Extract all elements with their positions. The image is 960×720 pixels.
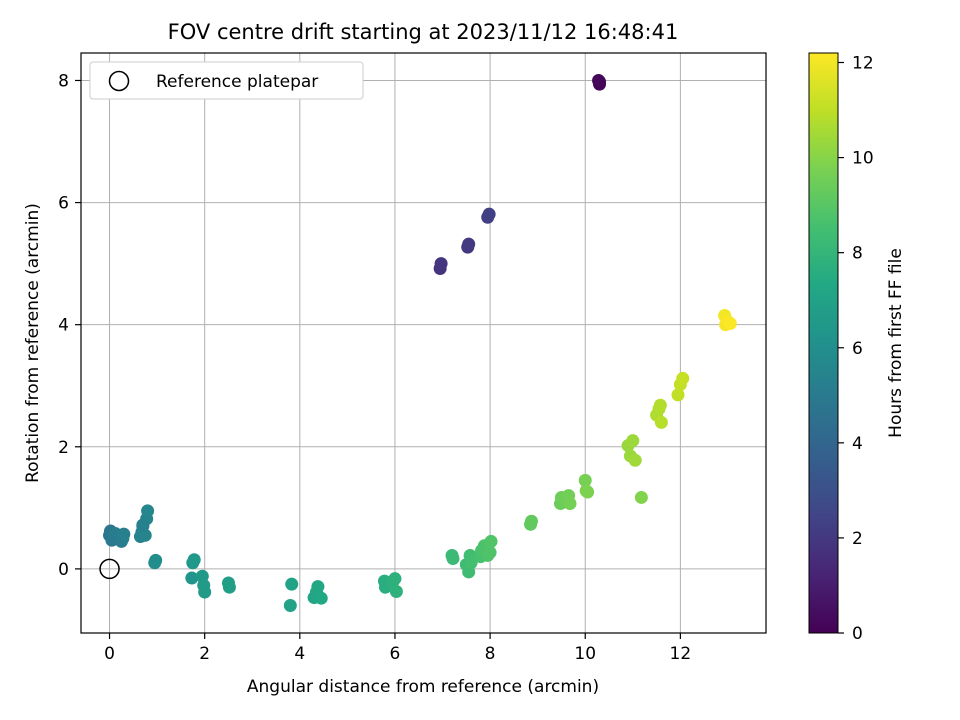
data-point <box>628 453 642 467</box>
x-axis-label: Angular distance from reference (arcmin) <box>247 677 599 697</box>
legend: Reference platepar <box>89 61 364 100</box>
data-point <box>462 237 476 251</box>
colorbar-gradient <box>808 52 839 634</box>
colorbar-tick-label: 10 <box>852 149 874 169</box>
legend-marker <box>108 70 130 92</box>
colorbar-tick-label: 6 <box>852 339 863 359</box>
y-axis-ticks: 0 2 4 6 8 <box>58 71 81 580</box>
x-tick-label: 2 <box>199 644 210 664</box>
colorbar-tick-label: 12 <box>852 54 874 74</box>
data-point <box>483 545 497 559</box>
data-point <box>654 415 668 429</box>
data-point <box>222 580 236 594</box>
legend-entry: Reference platepar <box>156 72 318 92</box>
colorbar-tick-label: 0 <box>852 624 863 644</box>
data-point <box>138 528 152 542</box>
y-tick-label: 8 <box>58 71 69 91</box>
colorbar-label: Hours from first FF file <box>886 248 906 438</box>
y-tick-label: 4 <box>58 316 69 336</box>
reference-platepar-marker <box>99 558 120 580</box>
data-point <box>671 388 685 402</box>
colorbar: 0 2 4 6 8 10 12 Hours from first FF file <box>808 52 906 644</box>
data-point <box>723 316 737 330</box>
data-point <box>187 553 201 567</box>
x-tick-label: 0 <box>104 644 115 664</box>
data-point <box>434 257 448 271</box>
y-axis-label: Rotation from reference (arcmin) <box>23 203 43 483</box>
data-point <box>311 580 325 594</box>
data-point <box>592 73 606 87</box>
x-tick-label: 8 <box>485 644 496 664</box>
data-point <box>185 571 199 585</box>
colorbar-tick-label: 8 <box>852 244 863 264</box>
data-points <box>103 73 737 613</box>
data-point <box>388 572 402 586</box>
chart-title: FOV centre drift starting at 2023/11/12 … <box>168 20 679 44</box>
y-tick-label: 0 <box>58 560 69 580</box>
data-point <box>198 585 212 599</box>
x-tick-label: 10 <box>574 644 596 664</box>
colorbar-ticks: 0 2 4 6 8 10 12 <box>838 54 874 644</box>
x-axis-ticks: 0 2 4 6 8 10 12 <box>104 633 691 664</box>
data-point <box>578 473 592 487</box>
colorbar-tick-label: 2 <box>852 529 863 549</box>
data-point <box>283 599 297 613</box>
x-tick-label: 6 <box>390 644 401 664</box>
x-tick-label: 4 <box>294 644 305 664</box>
colorbar-tick-label: 4 <box>852 434 863 454</box>
data-point <box>524 514 538 528</box>
legend-box <box>89 61 364 100</box>
data-point <box>141 504 155 518</box>
data-point <box>634 490 648 504</box>
data-point <box>482 207 496 221</box>
data-point <box>581 485 595 499</box>
data-point <box>117 527 131 541</box>
y-tick-label: 2 <box>58 438 69 458</box>
data-point <box>149 553 163 567</box>
data-point <box>314 591 328 605</box>
x-tick-label: 12 <box>670 644 692 664</box>
plot-frame <box>80 52 767 634</box>
data-point <box>464 556 478 570</box>
data-point <box>136 518 150 532</box>
data-point <box>563 497 577 511</box>
data-point <box>285 577 299 591</box>
y-tick-label: 6 <box>58 194 69 214</box>
data-point <box>484 534 498 548</box>
grid <box>81 53 766 633</box>
data-point <box>446 552 460 566</box>
data-point <box>653 398 667 412</box>
data-point <box>676 371 690 385</box>
data-point <box>626 434 640 448</box>
data-point <box>389 584 403 598</box>
